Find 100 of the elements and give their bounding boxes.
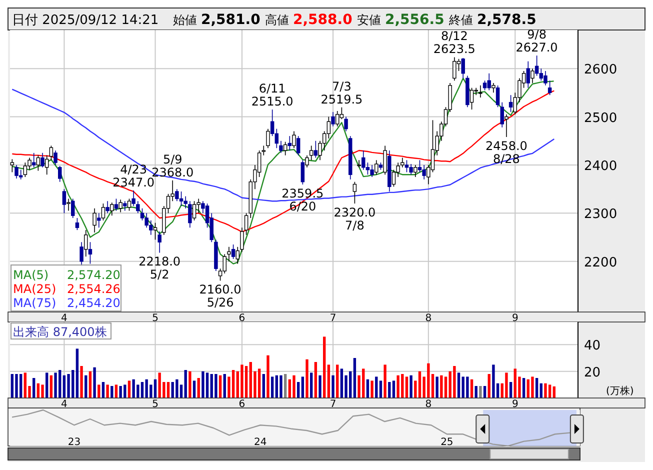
x-tick-label: 4 <box>61 399 68 410</box>
candlestick <box>496 85 500 108</box>
bar <box>288 379 292 398</box>
chart-title: 出来高 87,400株 <box>13 325 107 339</box>
bar <box>84 375 88 398</box>
bar <box>128 380 131 398</box>
bar <box>119 386 122 398</box>
candlestick <box>153 222 158 240</box>
candlestick <box>548 80 552 96</box>
candlestick <box>236 246 240 264</box>
candlestick <box>383 145 387 176</box>
bar <box>384 364 386 398</box>
x-tick-label: 9 <box>512 313 518 324</box>
annotation: 6/11 2515.0 <box>251 82 294 109</box>
bar <box>310 372 313 398</box>
candlestick <box>18 169 23 180</box>
candlestick <box>97 212 101 228</box>
y-axis-title: (万株) <box>606 385 634 397</box>
candlestick <box>526 60 530 88</box>
candlestick <box>175 188 179 202</box>
bar <box>258 368 261 398</box>
x-tick-label: 6 <box>238 399 246 410</box>
bar <box>46 372 48 398</box>
candlestick <box>32 152 36 168</box>
bar <box>544 383 547 398</box>
bar <box>396 375 400 398</box>
candlestick <box>222 254 226 274</box>
bar <box>80 366 83 398</box>
bar <box>214 374 218 398</box>
bar <box>379 380 382 398</box>
x-tick-label: 24 <box>254 437 267 448</box>
bar <box>414 380 417 398</box>
bar <box>479 386 482 398</box>
candlestick <box>283 141 288 156</box>
y-tick-label: 2600 <box>584 62 618 78</box>
bar <box>24 372 27 398</box>
candlestick <box>314 140 318 158</box>
bar <box>223 374 226 398</box>
candlestick <box>370 164 374 178</box>
bar <box>306 359 308 398</box>
candlestick <box>418 160 422 173</box>
bar <box>405 376 408 398</box>
candlestick <box>374 160 378 176</box>
bar <box>32 378 36 398</box>
annotation: 2160.0 5/26 <box>199 282 242 310</box>
bar <box>522 378 526 398</box>
x-tick-label: 7 <box>330 313 336 324</box>
candlestick <box>362 150 366 170</box>
candlestick <box>75 218 80 230</box>
bar <box>332 375 334 398</box>
candlestick <box>288 136 292 151</box>
bar <box>410 375 412 398</box>
text: 高値 2,588.0 <box>265 12 353 28</box>
candlestick <box>331 112 335 127</box>
bar <box>202 371 204 398</box>
candlestick <box>305 154 309 168</box>
candlestick <box>344 116 348 132</box>
candlestick <box>227 246 231 262</box>
candlestick <box>534 55 539 76</box>
annotation: 5/9 2368.0 <box>152 152 194 180</box>
bar <box>466 376 469 398</box>
x-tick-label: 23 <box>68 437 81 448</box>
bar <box>375 376 378 398</box>
bar <box>67 374 70 398</box>
candlestick <box>106 200 110 214</box>
candlestick <box>44 154 49 176</box>
bar <box>531 376 534 398</box>
bar <box>318 375 322 398</box>
x-tick-label: 5 <box>152 399 158 410</box>
x-tick-label: 5 <box>152 313 158 324</box>
candlestick <box>478 85 482 98</box>
bar <box>262 374 265 398</box>
x-tick-label: 8 <box>425 399 432 410</box>
bar <box>366 379 370 398</box>
text: 始値 2,581.0 <box>173 12 261 28</box>
bar <box>166 382 170 398</box>
candlestick <box>262 145 266 156</box>
bar <box>54 372 57 398</box>
candlestick <box>23 162 28 178</box>
text: MA(25) 2,554.26 <box>13 282 120 296</box>
candlestick <box>179 191 184 206</box>
candlestick <box>292 130 296 149</box>
bar <box>197 378 200 398</box>
bar <box>41 384 44 398</box>
candlestick <box>49 145 54 161</box>
candlestick <box>92 208 96 233</box>
annotation: 8/12 2623.5 <box>433 29 476 56</box>
candlestick <box>296 136 300 156</box>
candlestick <box>530 68 534 84</box>
candlestick <box>71 198 75 218</box>
candlestick <box>452 56 456 82</box>
y-tick-label: 2400 <box>584 158 618 174</box>
bar <box>102 382 105 398</box>
y-tick-label: 2300 <box>584 207 618 222</box>
bar <box>19 374 22 398</box>
bar <box>353 358 356 398</box>
candlestick <box>544 70 548 86</box>
bar <box>62 375 66 398</box>
candlestick <box>231 244 236 260</box>
x-tick-label: 7 <box>330 399 336 410</box>
